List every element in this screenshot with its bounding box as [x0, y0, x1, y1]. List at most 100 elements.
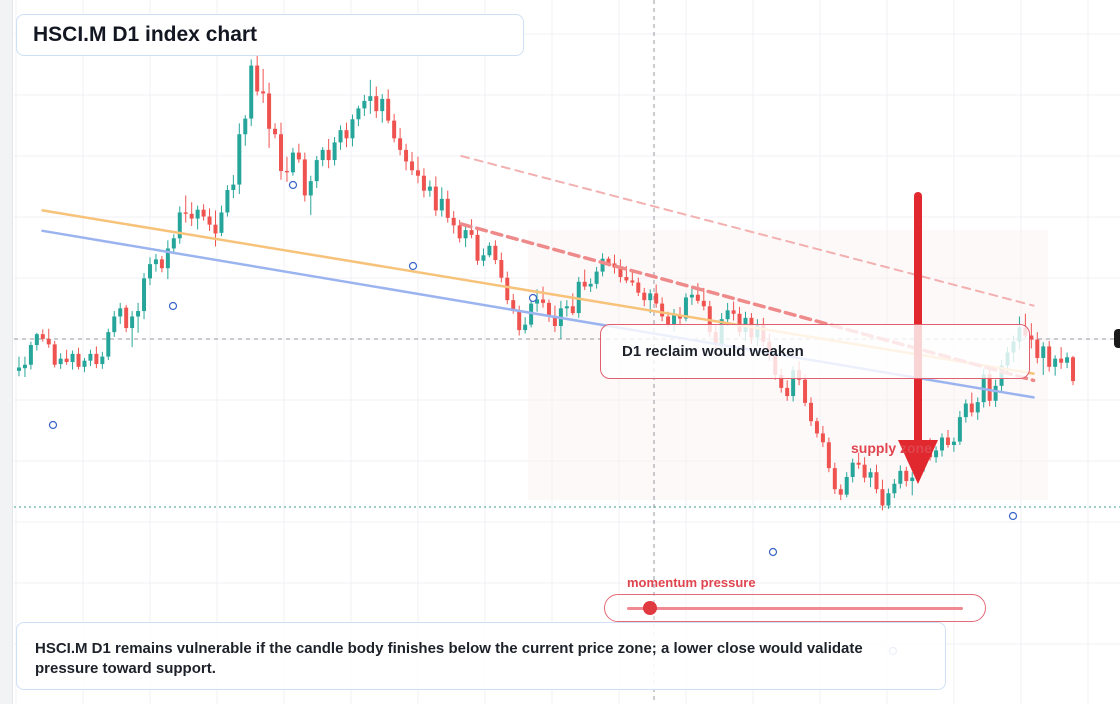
candle-body — [153, 259, 158, 265]
candle-body — [445, 198, 450, 218]
summary-box: HSCI.M D1 remains vulnerable if the cand… — [16, 622, 946, 690]
candle-body — [427, 186, 432, 191]
candle-body — [850, 462, 855, 477]
candle-body — [368, 96, 373, 101]
candle-body — [874, 472, 879, 490]
candle-body — [76, 353, 81, 367]
candle-body — [201, 209, 206, 217]
candle-body — [433, 186, 438, 211]
candle-body — [987, 374, 992, 401]
candle-body — [386, 98, 391, 121]
candle-body — [868, 472, 873, 478]
candle-body — [1029, 335, 1034, 340]
candle-body — [898, 470, 903, 484]
candle-body — [820, 433, 825, 443]
candle-body — [255, 65, 260, 92]
candle-body — [284, 170, 289, 173]
candle-body — [606, 258, 611, 264]
candle-body — [147, 264, 152, 279]
candle-body — [731, 310, 736, 314]
candle-body — [481, 255, 486, 261]
candle-body — [34, 334, 39, 346]
candle-body — [213, 224, 218, 234]
candle-body — [142, 278, 147, 312]
candle-body — [618, 267, 623, 278]
candle-body — [374, 96, 379, 112]
candle-body — [487, 245, 492, 256]
candle-body — [463, 230, 468, 239]
candle-body — [648, 293, 653, 301]
candle-body — [118, 308, 123, 317]
candle-body — [231, 184, 236, 190]
candle-body — [737, 313, 742, 333]
candle-body — [362, 100, 367, 109]
candle-body — [660, 303, 665, 317]
down-arrow-head — [898, 440, 938, 484]
momentum-track — [627, 607, 963, 610]
momentum-gauge — [604, 594, 986, 622]
candle-body — [1041, 346, 1046, 358]
candle-body — [344, 130, 349, 139]
chart-title: HSCI.M D1 index chart — [33, 23, 258, 46]
candle-body — [570, 306, 575, 314]
candle-body — [940, 437, 945, 451]
candle-body — [64, 358, 69, 363]
candle-body — [16, 367, 21, 371]
price-scale-marker — [1114, 329, 1120, 348]
candle-body — [975, 402, 980, 413]
candle-body — [421, 175, 426, 191]
candle-body — [695, 294, 700, 301]
candle-body — [100, 356, 105, 365]
candle-body — [326, 149, 331, 161]
candle-body — [183, 212, 188, 214]
candle-body — [683, 297, 688, 319]
event-marker — [288, 180, 298, 190]
candle-body — [28, 345, 33, 365]
candle-body — [106, 332, 111, 357]
candle-body — [243, 118, 248, 135]
candle-body — [594, 271, 599, 284]
candle-body — [677, 315, 682, 319]
event-marker — [768, 547, 778, 557]
candle-body — [505, 277, 510, 301]
candle-body — [249, 65, 254, 119]
candle-body — [969, 403, 974, 413]
event-marker — [528, 293, 538, 303]
candle-body — [546, 302, 551, 316]
candle-body — [475, 234, 480, 261]
candle-body — [1065, 357, 1070, 363]
candle-body — [279, 134, 283, 171]
candle-body — [58, 358, 63, 365]
candle-body — [624, 277, 629, 281]
candle-body — [511, 300, 516, 311]
candle-body — [993, 385, 998, 401]
candle-body — [380, 98, 385, 112]
momentum-knob — [643, 601, 657, 615]
candle-body — [273, 128, 278, 135]
candle-body — [838, 489, 843, 495]
candle-body — [171, 238, 176, 249]
event-marker — [408, 261, 418, 271]
candle-body — [225, 190, 230, 213]
candle-body — [588, 283, 593, 287]
candle-body — [261, 91, 266, 94]
candle-body — [517, 310, 522, 331]
candle-body — [40, 334, 45, 339]
candle-body — [177, 212, 182, 239]
candle-body — [1047, 346, 1052, 367]
candle-body — [523, 324, 528, 331]
candle-body — [320, 149, 325, 161]
candle-body — [945, 437, 950, 445]
candle-body — [725, 310, 730, 320]
candle-body — [332, 142, 337, 161]
candle-body — [672, 315, 677, 325]
candle-body — [630, 280, 635, 283]
candle-body — [636, 282, 641, 293]
event-marker — [1008, 511, 1018, 521]
candle-body — [552, 315, 557, 326]
candle-body — [124, 307, 129, 329]
summary-text: HSCI.M D1 remains vulnerable if the cand… — [35, 640, 863, 677]
candle-body — [46, 338, 51, 345]
candle-body — [541, 299, 546, 303]
